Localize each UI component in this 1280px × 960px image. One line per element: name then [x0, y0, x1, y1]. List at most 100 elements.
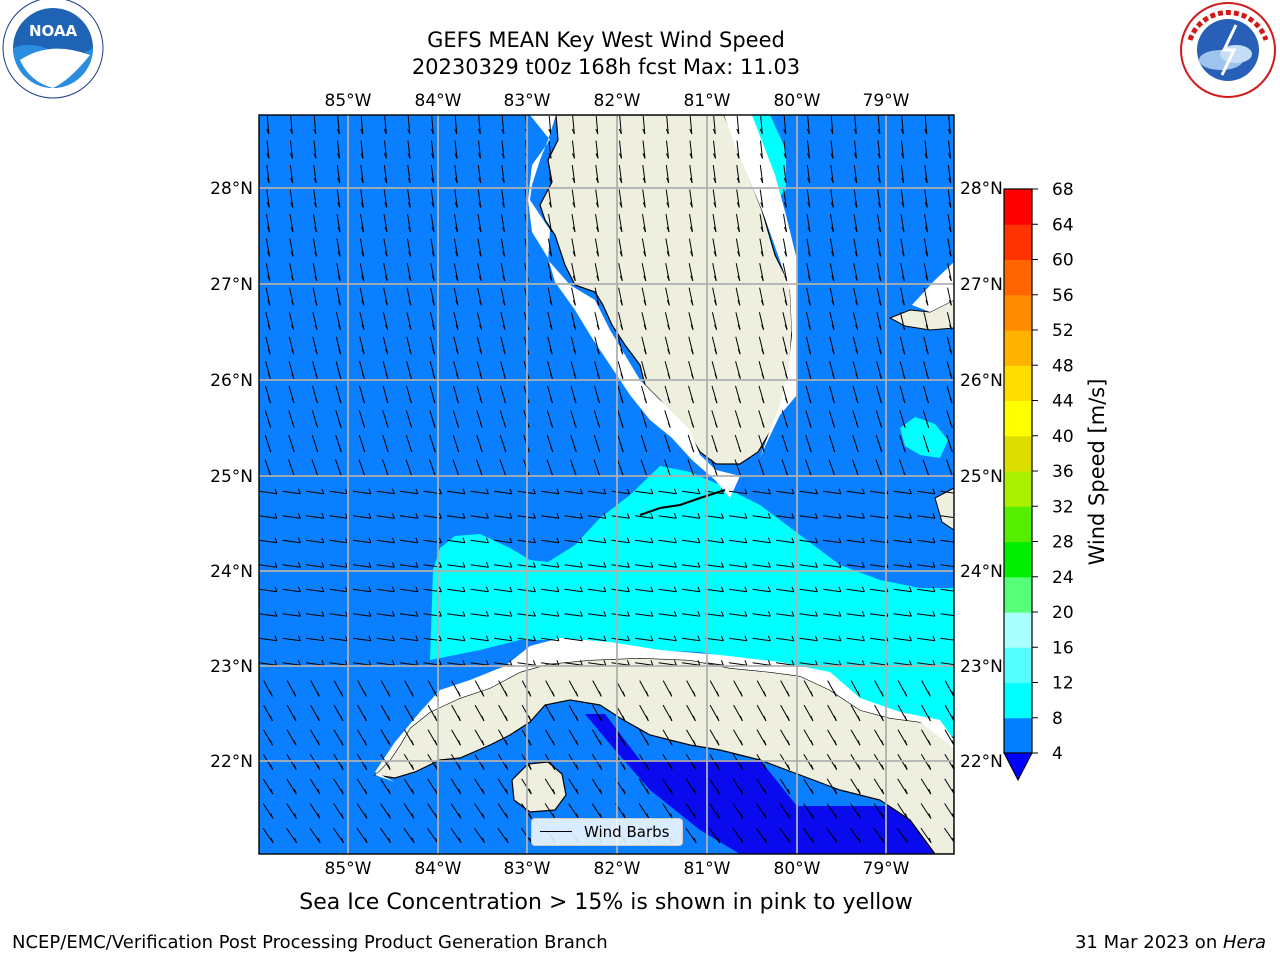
wind-barb-flag	[783, 153, 787, 159]
wind-barb	[262, 803, 274, 819]
wind-barb	[783, 165, 787, 183]
wind-barb-flag	[501, 153, 505, 159]
wind-barb-flag	[384, 275, 388, 281]
wind-barb	[705, 637, 724, 642]
wind-barb-flag	[267, 349, 271, 355]
wind-barb-flag	[744, 660, 748, 666]
wind-barb	[383, 263, 388, 281]
wind-barb-flag	[878, 349, 882, 355]
wind-barb-flag	[908, 660, 912, 666]
wind-barb-flag	[744, 488, 748, 494]
wind-barb-flag	[956, 538, 958, 543]
wind-barb	[259, 490, 277, 495]
wind-barb-flag	[408, 275, 412, 281]
wind-barb-flag	[462, 537, 466, 543]
wind-barb-flag	[620, 373, 624, 379]
wind-barb	[309, 827, 321, 844]
wind-barb-flag	[744, 586, 748, 592]
wind-barb-flag	[949, 373, 953, 379]
wind-barb	[759, 214, 764, 232]
wind-barb-flag	[716, 691, 720, 697]
wind-barb-flag	[289, 128, 293, 135]
wind-barb-flag	[290, 251, 294, 257]
wind-barb-flag	[744, 562, 748, 568]
wind-barb	[494, 490, 512, 495]
wind-barb-flag	[363, 691, 367, 697]
wind-barb	[403, 778, 415, 795]
wind-barb-flag	[926, 397, 929, 404]
wind-barb	[541, 539, 559, 544]
wind-barb	[618, 238, 623, 257]
wind-barb-flag	[855, 422, 859, 428]
wind-barb-flag	[736, 153, 740, 159]
wind-barb-flag	[642, 177, 646, 184]
wind-barb	[497, 827, 509, 844]
lat-tick-label-left: 23°N	[210, 657, 253, 677]
wind-barb	[732, 827, 744, 844]
wind-barb-flag	[760, 251, 764, 257]
wind-barb	[541, 662, 559, 666]
wind-barb-flag	[932, 513, 936, 519]
wind-barb-flag	[808, 324, 812, 330]
wind-barb-flag	[744, 513, 748, 519]
wind-barb-flag	[878, 275, 882, 281]
colorbar-segment	[1004, 647, 1032, 684]
wind-barb-flag	[409, 446, 413, 453]
wind-barb-flag	[502, 226, 505, 233]
wind-barb-flag	[737, 251, 741, 257]
wind-barb-flag	[690, 324, 694, 330]
wind-barb	[712, 214, 717, 232]
wind-barb	[893, 490, 912, 495]
wind-barb	[635, 662, 653, 666]
wind-barb	[544, 803, 556, 819]
wind-barb	[635, 564, 653, 568]
wind-barb-flag	[549, 349, 553, 355]
wind-barb	[329, 515, 348, 519]
wind-barb-flag	[666, 202, 670, 208]
wind-barb-flag	[830, 177, 834, 184]
wind-barb-flag	[556, 562, 560, 568]
wind-barb-flag	[697, 488, 701, 494]
wind-barb	[666, 115, 669, 135]
wind-barb-flag	[947, 128, 951, 135]
wind-barb	[494, 515, 512, 519]
wind-barb	[266, 115, 270, 135]
wind-barb	[353, 515, 371, 519]
wind-barb-flag	[291, 446, 295, 453]
wind-barb-flag	[314, 251, 318, 257]
wind-barb-flag	[509, 488, 513, 494]
wind-barb-flag	[532, 513, 536, 519]
wind-barb-flag	[619, 226, 623, 233]
wind-barb-flag	[603, 635, 607, 641]
wind-barb-flag	[408, 251, 412, 257]
wind-barb	[266, 189, 270, 208]
lon-tick-label-top: 85°W	[325, 91, 372, 111]
wind-barb-flag	[759, 128, 763, 135]
wind-barb	[619, 140, 622, 159]
wind-barb-flag	[902, 422, 906, 428]
wind-barb-flag	[879, 397, 882, 404]
wind-barb-flag	[274, 562, 278, 568]
wind-barb	[548, 115, 552, 135]
wind-barb	[400, 637, 418, 642]
wind-barb-flag	[646, 764, 650, 770]
wind-barb-flag	[572, 153, 575, 159]
wind-barb	[312, 287, 318, 306]
wind-barb-flag	[830, 202, 834, 208]
wind-barb	[705, 515, 724, 519]
sea-ice-note: Sea Ice Concentration > 15% is shown in …	[299, 890, 913, 915]
wind-barb	[665, 287, 670, 306]
wind-barb-flag	[697, 562, 701, 568]
wind-barb-flag	[407, 153, 411, 159]
wind-barb	[353, 490, 371, 495]
wind-barb-flag	[387, 764, 391, 770]
wind-barb	[406, 263, 412, 281]
wind-barb	[760, 140, 763, 159]
wind-barb-flag	[901, 275, 905, 281]
wind-barb-flag	[622, 813, 626, 819]
wind-barb	[588, 637, 606, 642]
wind-barb-flag	[855, 446, 859, 453]
wind-barb	[571, 189, 576, 208]
wind-barb-flag	[532, 635, 536, 641]
wind-barb	[947, 165, 952, 183]
